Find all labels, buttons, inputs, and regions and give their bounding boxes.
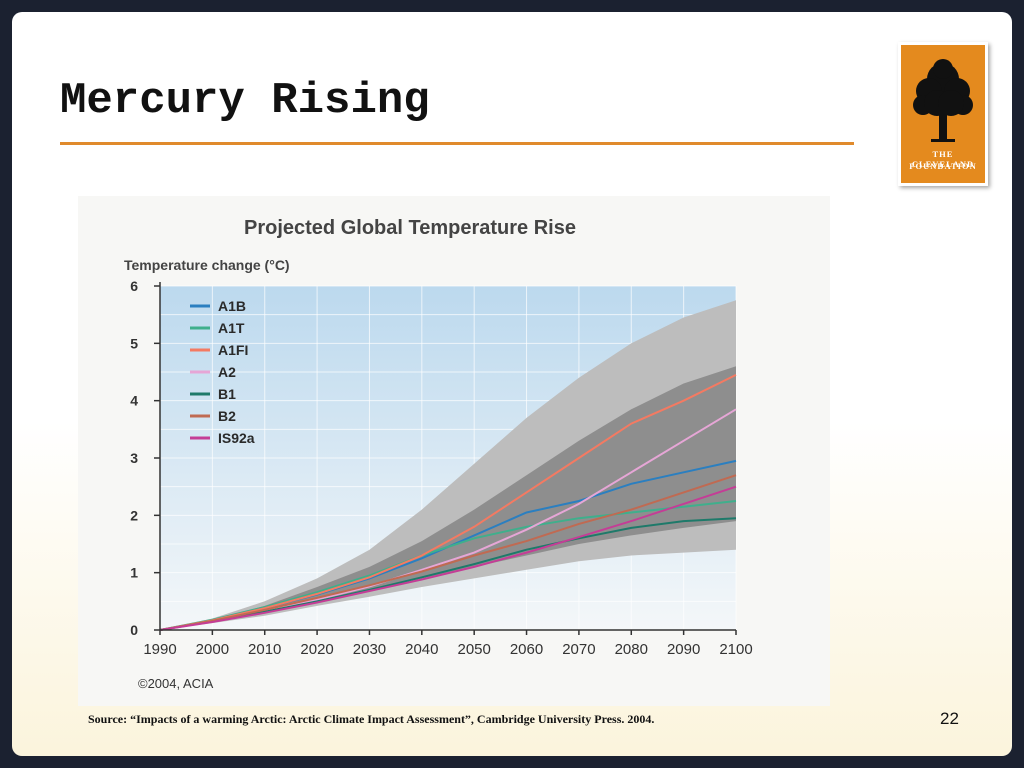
y-axis-label: Temperature change (°C) bbox=[124, 257, 290, 273]
x-tick-label: 2090 bbox=[667, 641, 700, 658]
series-line-is92a bbox=[159, 485, 737, 631]
slide-title: Mercury Rising bbox=[60, 76, 430, 126]
legend-label-a2: A2 bbox=[218, 364, 236, 380]
uncertainty-bands bbox=[160, 300, 736, 630]
y-tick-label: 2 bbox=[130, 507, 138, 523]
temperature-chart: Projected Global Temperature Rise Temper… bbox=[124, 217, 753, 691]
tree-icon bbox=[913, 59, 973, 142]
y-tick-label: 5 bbox=[130, 335, 138, 351]
title-underline bbox=[60, 142, 854, 145]
series-line-a1fi bbox=[159, 374, 737, 631]
outer-uncertainty-band bbox=[160, 300, 736, 630]
chart-panel: Projected Global Temperature Rise Temper… bbox=[78, 196, 830, 706]
legend-label-b2: B2 bbox=[218, 408, 236, 424]
series-lines bbox=[159, 374, 737, 631]
logo-text-line2: FOUNDATION bbox=[909, 161, 977, 171]
series-line-b2 bbox=[159, 474, 737, 631]
axes: 0 1 2 3 4 5 6 1990 2000 2010 2020 2030 2040 2050 2060 2… bbox=[130, 278, 752, 658]
chart-title: Projected Global Temperature Rise bbox=[244, 217, 576, 239]
y-tick-label: 3 bbox=[130, 450, 138, 466]
x-tick-label: 2100 bbox=[719, 641, 752, 658]
legend-label-a1fi: A1FI bbox=[218, 342, 248, 358]
x-tick-label: 1990 bbox=[143, 641, 176, 658]
x-tick-label: 2020 bbox=[300, 641, 333, 658]
y-tick-label: 0 bbox=[130, 622, 138, 638]
x-tick-label: 2040 bbox=[405, 641, 438, 658]
x-tick-label: 2080 bbox=[615, 641, 648, 658]
y-tick-label: 4 bbox=[130, 393, 138, 409]
chart-credit: ©2004, ACIA bbox=[138, 676, 214, 691]
legend-label-is92a: IS92a bbox=[218, 430, 255, 446]
legend: A1B A1T A1FI A2 B1 B2 IS92a bbox=[190, 298, 255, 446]
x-tick-label: 2070 bbox=[562, 641, 595, 658]
cleveland-foundation-logo: THE CLEVELAND FOUNDATION bbox=[898, 42, 988, 186]
x-tick-label: 2060 bbox=[510, 641, 543, 658]
y-tick-label: 6 bbox=[130, 278, 138, 294]
legend-label-a1b: A1B bbox=[218, 298, 246, 314]
inner-uncertainty-band bbox=[160, 366, 736, 630]
x-tick-label: 2010 bbox=[248, 641, 281, 658]
x-tick-label: 2000 bbox=[196, 641, 229, 658]
logo-text-line1: THE CLEVELAND bbox=[911, 149, 975, 169]
x-tick-label: 2050 bbox=[457, 641, 490, 658]
slide: Mercury Rising THE CLEVELAND FOUNDA bbox=[12, 12, 1012, 756]
series-line-b1 bbox=[159, 517, 737, 631]
source-citation: Source: “Impacts of a warming Arctic: Ar… bbox=[88, 712, 655, 726]
legend-label-b1: B1 bbox=[218, 386, 236, 402]
page-number: 22 bbox=[940, 709, 959, 728]
y-tick-label: 1 bbox=[130, 565, 138, 581]
legend-label-a1t: A1T bbox=[218, 320, 245, 336]
x-tick-label: 2030 bbox=[353, 641, 386, 658]
